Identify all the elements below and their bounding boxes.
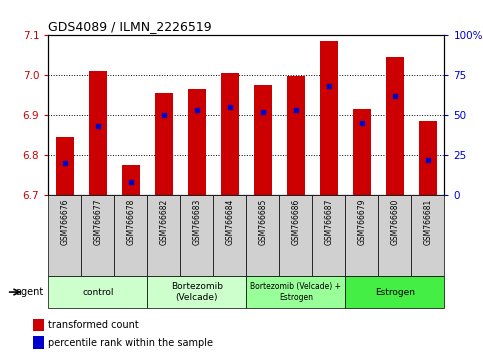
Bar [180,195,213,276]
Text: GSM766687: GSM766687 [325,199,333,245]
Text: Bortezomib (Velcade) +
Estrogen: Bortezomib (Velcade) + Estrogen [250,282,341,302]
Bar [33,336,44,349]
Bar [81,195,114,276]
Bar [147,195,180,276]
Bar [147,276,246,308]
Text: GSM766686: GSM766686 [291,199,300,245]
Text: GSM766678: GSM766678 [127,199,135,245]
Bar [313,195,345,276]
Text: GSM766685: GSM766685 [258,199,267,245]
Bar [48,276,147,308]
Bar [386,57,404,195]
Text: GSM766682: GSM766682 [159,199,168,245]
Text: GSM766681: GSM766681 [424,199,432,245]
Text: GSM766677: GSM766677 [93,199,102,245]
Text: GDS4089 / ILMN_2226519: GDS4089 / ILMN_2226519 [48,20,212,33]
Bar [419,121,437,195]
Text: Bortezomib
(Velcade): Bortezomib (Velcade) [171,282,223,302]
Bar [122,165,140,195]
Bar [353,109,371,195]
Text: agent: agent [15,287,43,297]
Bar [213,195,246,276]
Bar [320,41,338,195]
Bar [254,85,272,195]
Bar [378,195,412,276]
Bar [279,195,313,276]
Text: GSM766680: GSM766680 [390,199,399,245]
Text: Estrogen: Estrogen [375,287,415,297]
Bar [48,195,81,276]
Bar [221,73,239,195]
Text: GSM766676: GSM766676 [60,199,69,245]
Bar [287,76,305,195]
Bar [188,89,206,195]
Bar [345,195,378,276]
Text: GSM766683: GSM766683 [192,199,201,245]
Bar [246,276,345,308]
Text: GSM766684: GSM766684 [226,199,234,245]
Bar [56,137,74,195]
Bar [33,319,44,331]
Text: GSM766679: GSM766679 [357,199,366,245]
Bar [412,195,444,276]
Bar [114,195,147,276]
Text: control: control [82,287,114,297]
Text: transformed count: transformed count [48,320,139,330]
Bar [155,93,173,195]
Bar [345,276,444,308]
Text: percentile rank within the sample: percentile rank within the sample [48,338,213,348]
Bar [246,195,279,276]
Bar [89,71,107,195]
